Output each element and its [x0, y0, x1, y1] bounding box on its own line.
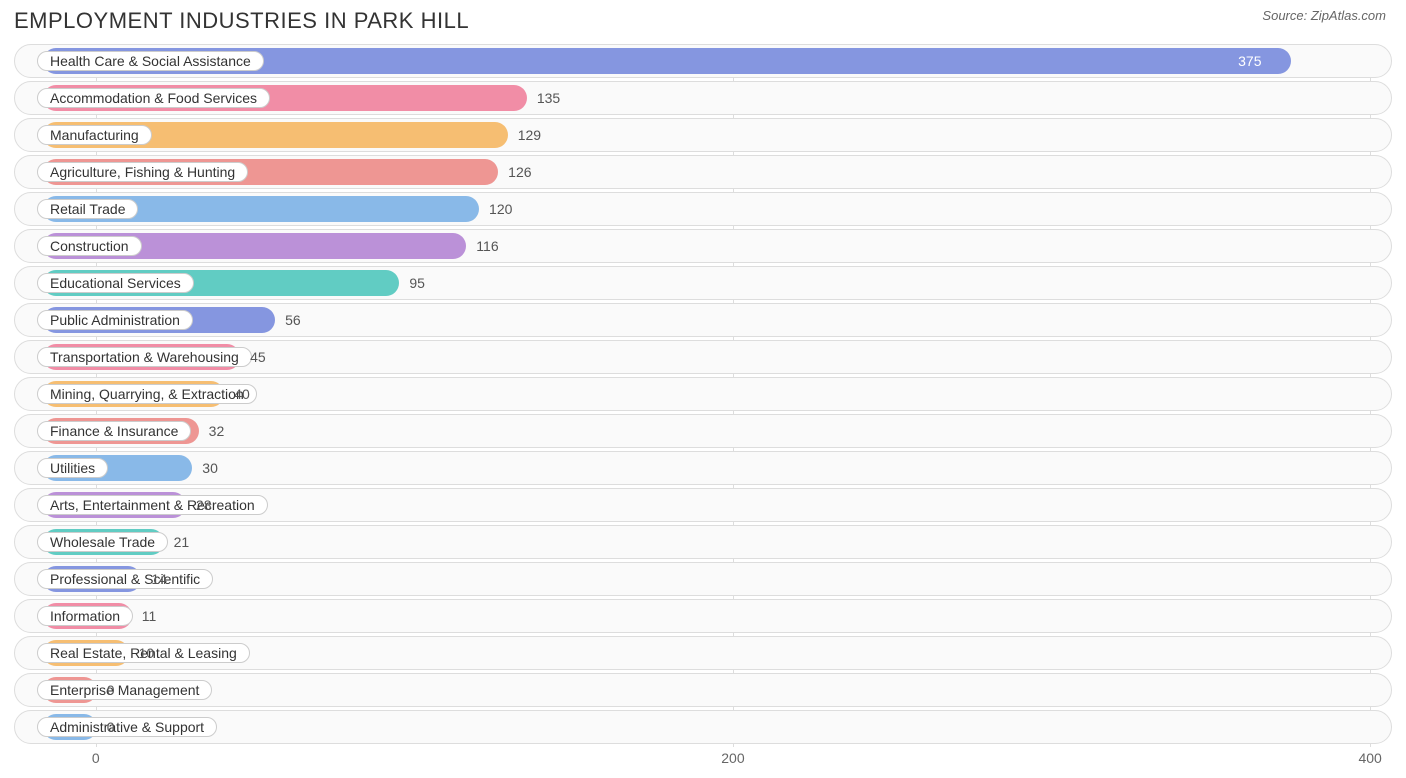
bar-value: 0: [107, 719, 115, 735]
bar-label: Enterprise Management: [37, 680, 212, 700]
source-label: Source:: [1262, 8, 1307, 23]
bar-label: Arts, Entertainment & Recreation: [37, 495, 268, 515]
bar-row: Retail Trade 120: [14, 192, 1392, 226]
bar-label: Wholesale Trade: [37, 532, 168, 552]
bar-row: Wholesale Trade 21: [14, 525, 1392, 559]
bar-row: Professional & Scientific14: [14, 562, 1392, 596]
bar-value: 129: [518, 127, 541, 143]
bar-label: Construction: [37, 236, 142, 256]
bar-value: 28: [196, 497, 212, 513]
bar-row: Manufacturing 129: [14, 118, 1392, 152]
bar-label: Public Administration: [37, 310, 193, 330]
axis-tick: 0: [92, 750, 100, 766]
bar-label: Utilities: [37, 458, 108, 478]
bar-value: 135: [537, 90, 560, 106]
bar-row: Arts, Entertainment & Recreation28: [14, 488, 1392, 522]
bar-row: Construction 116: [14, 229, 1392, 263]
bar-value: 45: [250, 349, 266, 365]
bar-label: Information: [37, 606, 133, 626]
bars-container: Health Care & Social Assistance 375 Accomm…: [14, 44, 1392, 744]
bar-label: Transportation & Warehousing: [37, 347, 252, 367]
bar-value: 40: [234, 386, 250, 402]
bar-label: Mining, Quarrying, & Extraction: [37, 384, 257, 404]
bar-value: 126: [508, 164, 531, 180]
bar-value: 120: [489, 201, 512, 217]
bar-value: 32: [209, 423, 225, 439]
bar-label: Manufacturing: [37, 125, 152, 145]
bar-row: Real Estate, Rental & Leasing10: [14, 636, 1392, 670]
bar-row: Administrative & Support0: [14, 710, 1392, 744]
bar-value: 375: [1238, 53, 1261, 69]
chart-area: Health Care & Social Assistance 375 Accomm…: [0, 38, 1406, 778]
source-name: ZipAtlas.com: [1311, 8, 1386, 23]
bar-label: Administrative & Support: [37, 717, 217, 737]
bar-row: Public Administration 56: [14, 303, 1392, 337]
bar-row: Agriculture, Fishing & Hunting 126: [14, 155, 1392, 189]
bar-value: 95: [409, 275, 425, 291]
bar-value: 56: [285, 312, 301, 328]
bar-label: Health Care & Social Assistance: [37, 51, 264, 71]
bar-value: 30: [202, 460, 218, 476]
bar-label: Educational Services: [37, 273, 194, 293]
bar-value: 14: [151, 571, 167, 587]
bar-value: 116: [476, 238, 498, 254]
bar-row: Enterprise Management0: [14, 673, 1392, 707]
bar-row: Health Care & Social Assistance 375: [14, 44, 1392, 78]
bar-value: 0: [107, 682, 115, 698]
bar-label: Retail Trade: [37, 199, 138, 219]
axis-tick: 400: [1358, 750, 1381, 766]
bar-label: Finance & Insurance: [37, 421, 191, 441]
bar-row: Finance & Insurance 32: [14, 414, 1392, 448]
bar-row: Information 11: [14, 599, 1392, 633]
chart-title: EMPLOYMENT INDUSTRIES IN PARK HILL: [14, 8, 469, 34]
axis-tick: 200: [721, 750, 744, 766]
chart-header: EMPLOYMENT INDUSTRIES IN PARK HILL Sourc…: [0, 0, 1406, 38]
bar-row: Accommodation & Food Services 135: [14, 81, 1392, 115]
chart-source: Source: ZipAtlas.com: [1262, 8, 1386, 23]
bar-row: Mining, Quarrying, & Extraction40: [14, 377, 1392, 411]
bar-label: Accommodation & Food Services: [37, 88, 270, 108]
bar-row: Utilities 30: [14, 451, 1392, 485]
bar-row: Educational Services 95: [14, 266, 1392, 300]
bar-value: 21: [174, 534, 190, 550]
bar-label: Agriculture, Fishing & Hunting: [37, 162, 248, 182]
x-axis: 0 200 400: [14, 748, 1392, 778]
bar-row: Transportation & Warehousing45: [14, 340, 1392, 374]
bar-label: Professional & Scientific: [37, 569, 213, 589]
bar-value: 11: [142, 608, 157, 624]
bar-value: 10: [139, 645, 155, 661]
